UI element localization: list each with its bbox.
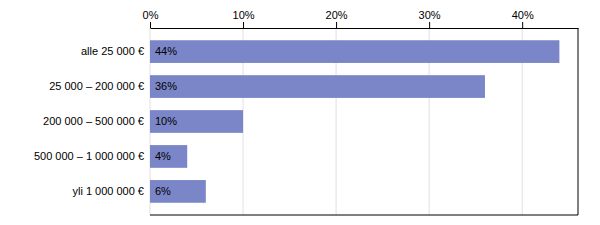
plot: 0% 10% 20% 30% 40% alle 25 000 € 25 000 – 200 … bbox=[34, 9, 579, 215]
data-labels: 44% 36% 10% 4% 6% bbox=[155, 45, 177, 197]
tick-label: 200 000 – 500 000 € bbox=[43, 115, 144, 127]
data-label: 4% bbox=[155, 150, 171, 162]
x-axis: 0% 10% 20% 30% 40% bbox=[143, 9, 579, 29]
bar bbox=[150, 180, 206, 203]
bar bbox=[150, 110, 243, 133]
tick: yli 1 000 000 € bbox=[72, 185, 144, 197]
bar bbox=[150, 75, 485, 98]
bar bbox=[150, 40, 559, 63]
tick-mark bbox=[336, 22, 337, 28]
axis-line bbox=[151, 28, 579, 29]
tick: 30% bbox=[419, 9, 441, 28]
tick-label: 20% bbox=[326, 9, 348, 21]
tick-label: 30% bbox=[419, 9, 441, 21]
tick: 40% bbox=[512, 9, 534, 28]
y-axis: alle 25 000 € 25 000 – 200 000 € 200 000 –… bbox=[34, 45, 144, 197]
tick: 200 000 – 500 000 € bbox=[43, 115, 144, 127]
tick: 20% bbox=[326, 9, 348, 28]
tick: 25 000 – 200 000 € bbox=[49, 80, 144, 92]
tick-label: 10% bbox=[233, 9, 255, 21]
tick-label: 40% bbox=[512, 9, 534, 21]
frame-line bbox=[150, 215, 578, 216]
bar bbox=[150, 145, 187, 168]
data-label: 10% bbox=[155, 115, 177, 127]
data-label: 6% bbox=[155, 185, 171, 197]
tick-mark bbox=[243, 22, 244, 28]
tick-label: yli 1 000 000 € bbox=[72, 185, 144, 197]
tick: 500 000 – 1 000 000 € bbox=[34, 150, 144, 162]
chart-container: 0% 10% 20% 30% 40% alle 25 000 € 25 000 – 200 … bbox=[0, 0, 600, 225]
tick-mark bbox=[429, 22, 430, 28]
tick: alle 25 000 € bbox=[81, 45, 144, 57]
bars bbox=[150, 40, 559, 203]
tick-label: 500 000 – 1 000 000 € bbox=[34, 150, 144, 162]
data-label: 36% bbox=[155, 80, 177, 92]
tick-label: alle 25 000 € bbox=[81, 45, 144, 57]
tick-label: 0% bbox=[143, 9, 159, 21]
data-label: 44% bbox=[155, 45, 177, 57]
tick: 10% bbox=[233, 9, 255, 28]
tick: 0% bbox=[143, 9, 159, 28]
chart: 0% 10% 20% 30% 40% alle 25 000 € 25 000 – 200 … bbox=[0, 0, 600, 225]
tick-mark bbox=[522, 22, 523, 28]
tick-mark bbox=[150, 22, 151, 28]
frame-line bbox=[578, 28, 579, 215]
tick-label: 25 000 – 200 000 € bbox=[49, 80, 144, 92]
